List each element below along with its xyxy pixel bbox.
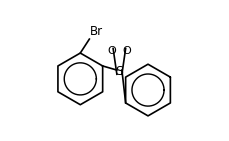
Text: Br: Br <box>90 25 103 38</box>
Text: O: O <box>123 46 131 56</box>
Text: O: O <box>107 46 116 56</box>
Text: S: S <box>115 65 123 78</box>
